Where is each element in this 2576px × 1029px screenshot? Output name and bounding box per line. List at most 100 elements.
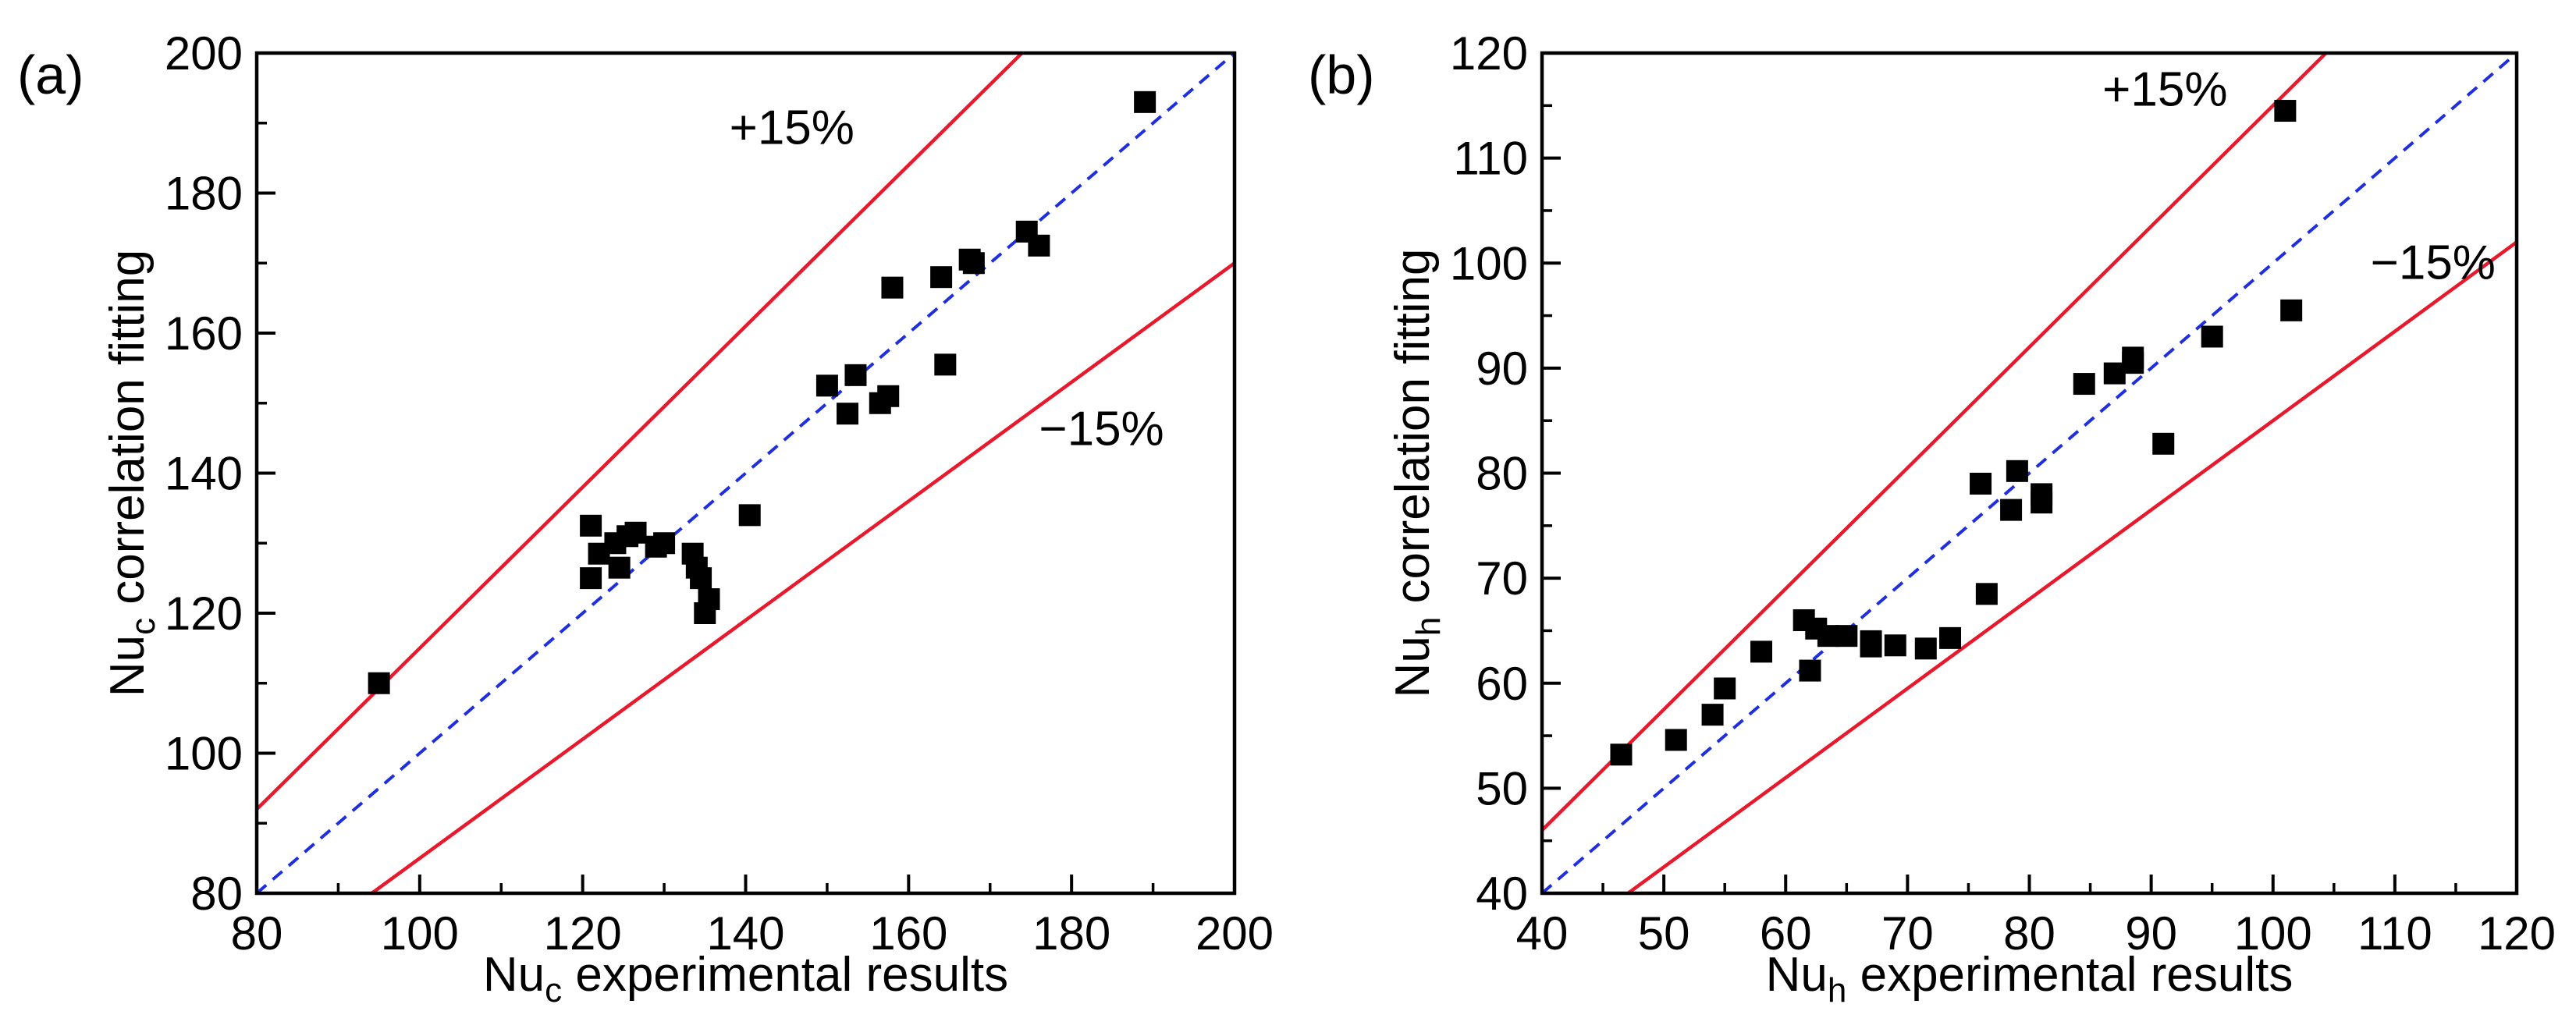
data-point: [930, 266, 953, 289]
x-tick-label: 180: [1032, 907, 1110, 960]
x-tick-label: 60: [1760, 907, 1812, 960]
data-point: [1799, 659, 1821, 682]
data-point: [844, 364, 867, 386]
y-tick-label: 120: [1450, 27, 1528, 80]
data-point: [1835, 625, 1858, 648]
y-tick-label: 40: [1476, 868, 1528, 920]
data-point: [1884, 634, 1906, 657]
x-tick-label: 140: [706, 907, 784, 960]
data-point: [837, 403, 859, 425]
y-tick-label: 100: [1450, 237, 1528, 289]
data-point: [1714, 677, 1736, 700]
plus-15-percent-line: [257, 53, 1025, 811]
data-point: [815, 374, 838, 397]
plus-15-percent-line: [1542, 53, 2329, 832]
x-axis-title: Nuh experimental results: [1766, 948, 2294, 1009]
data-point: [2006, 460, 2028, 482]
data-point: [1750, 640, 1773, 663]
y-tick-label: 200: [165, 27, 243, 80]
y-tick-label: 70: [1476, 552, 1528, 605]
data-point: [653, 532, 676, 555]
data-point: [1610, 743, 1633, 766]
y-tick-label: 110: [1453, 133, 1528, 185]
data-point: [2103, 362, 2126, 385]
data-point: [580, 567, 602, 590]
y-tick-label: 80: [1476, 448, 1528, 500]
x-tick-label: 100: [381, 907, 459, 960]
data-point: [1665, 729, 1687, 751]
data-point: [1817, 625, 1839, 648]
y-tick-label: 120: [165, 587, 243, 640]
y-tick-label: 180: [165, 168, 243, 220]
y-axis-title: Nuc correlation fitting: [101, 250, 162, 697]
y-tick-label: 60: [1476, 658, 1528, 710]
data-point: [2274, 100, 2297, 122]
panel-label: (a): [17, 44, 84, 105]
minus-15-percent-label: −15%: [1039, 403, 1164, 456]
y-tick-label: 80: [190, 868, 243, 920]
x-tick-label: 80: [231, 907, 283, 960]
data-point: [608, 556, 631, 579]
plus-15-percent-label: +15%: [730, 101, 855, 155]
data-point: [1701, 704, 1724, 726]
y-tick-label: 90: [1476, 342, 1528, 395]
x-tick-label: 160: [869, 907, 947, 960]
x-tick-label: 70: [1881, 907, 1934, 960]
minus-15-percent-label: −15%: [2371, 236, 2496, 289]
data-point: [690, 567, 712, 590]
data-point: [1970, 472, 1992, 495]
y-axis-title: Nuh correlation fitting: [1386, 249, 1448, 698]
x-tick-label: 110: [2357, 907, 2432, 960]
data-point: [2280, 299, 2303, 321]
minus-15-percent-line: [368, 261, 1235, 893]
data-point: [2122, 346, 2144, 369]
minus-15-percent-line: [1625, 240, 2517, 893]
data-point: [881, 276, 904, 299]
data-point: [1028, 234, 1050, 257]
data-point: [1914, 637, 1937, 660]
data-point: [1860, 630, 1882, 652]
data-point: [2031, 483, 2053, 506]
data-point: [1134, 90, 1157, 113]
data-point: [962, 252, 985, 275]
data-point: [698, 588, 720, 611]
x-tick-label: 100: [2234, 907, 2312, 960]
x-tick-label: 90: [2125, 907, 2177, 960]
panel-label: (b): [1308, 44, 1375, 105]
x-tick-label: 40: [1516, 907, 1569, 960]
data-point: [877, 385, 900, 407]
plus-15-percent-label: +15%: [2102, 62, 2227, 116]
x-tick-label: 120: [544, 907, 622, 960]
parity-line: [257, 53, 1235, 893]
data-point: [738, 504, 761, 527]
x-axis-title: Nuc experimental results: [483, 948, 1008, 1009]
data-point: [2073, 373, 2095, 396]
data-point: [2201, 325, 2223, 348]
x-tick-label: 120: [2478, 907, 2556, 960]
data-series: [368, 90, 1157, 694]
reference-lines: [257, 53, 1235, 893]
data-point: [624, 521, 647, 544]
reference-lines: [1542, 53, 2517, 893]
y-tick-label: 140: [165, 448, 243, 500]
x-tick-label: 50: [1638, 907, 1690, 960]
x-tick-label: 80: [2003, 907, 2055, 960]
data-series: [1610, 100, 2303, 766]
y-tick-label: 50: [1476, 762, 1528, 814]
data-point: [2152, 432, 2175, 455]
parity-line: [1542, 53, 2517, 893]
data-point: [2000, 499, 2023, 521]
data-point: [1975, 583, 1998, 605]
data-point: [368, 672, 390, 694]
data-point: [934, 353, 957, 376]
y-tick-label: 160: [165, 307, 243, 360]
data-point: [1939, 626, 1962, 649]
x-tick-label: 200: [1196, 907, 1274, 960]
data-point: [580, 514, 602, 537]
y-tick-label: 100: [165, 728, 243, 780]
